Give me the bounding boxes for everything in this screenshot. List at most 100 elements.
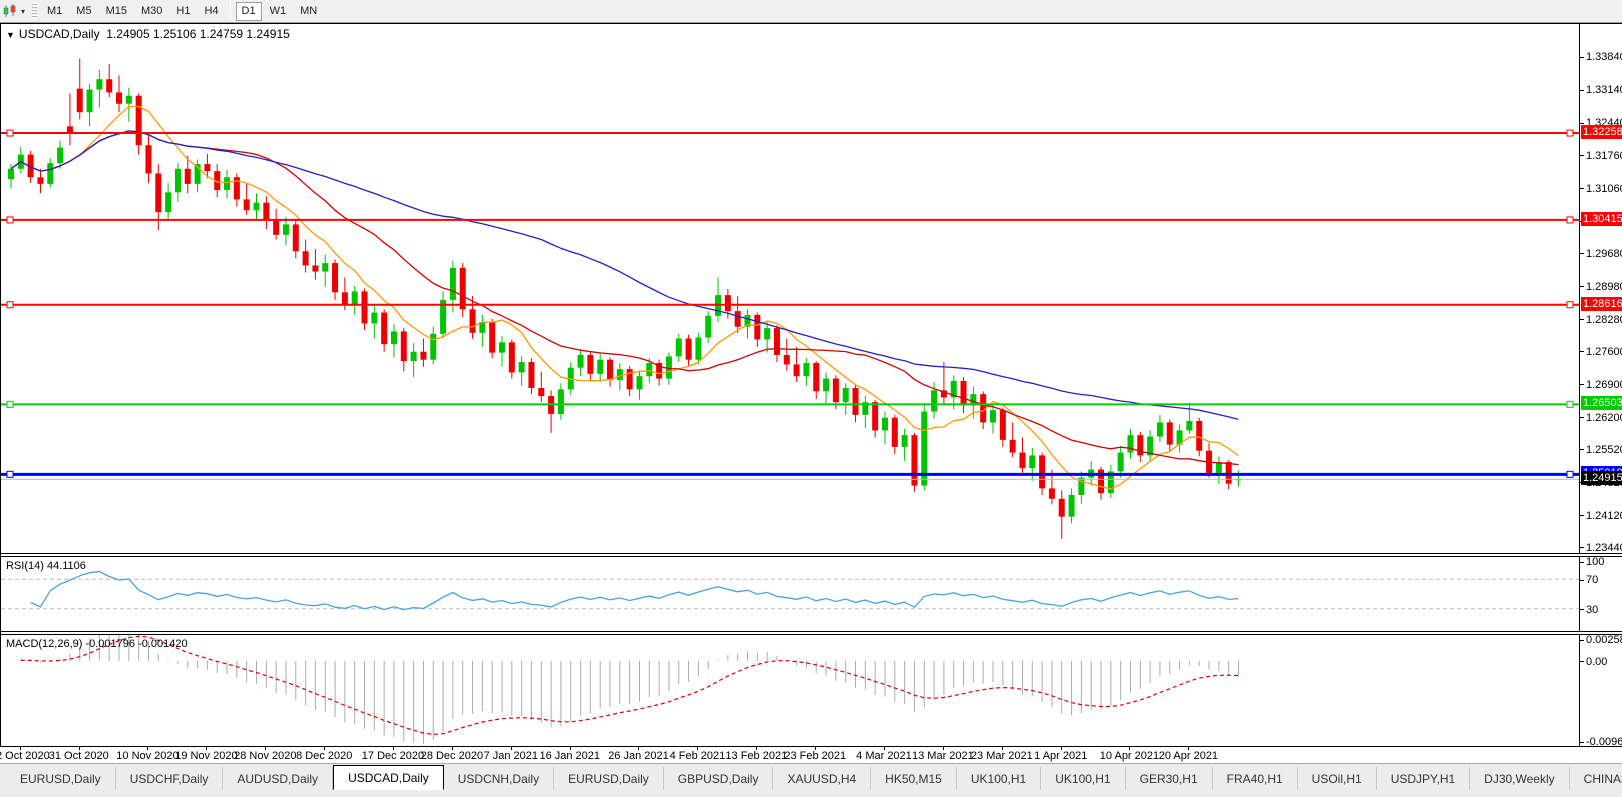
price-tag-1.28616: 1.28616 [1581, 296, 1622, 311]
price-tick-label: 1.27600 [1580, 346, 1622, 358]
date-tick-label: 13 Feb 2021 [725, 750, 788, 762]
date-tick-label: 19 Nov 2020 [175, 750, 238, 762]
date-tick-mark [638, 747, 640, 750]
rsi-tick-label: 30 [1580, 604, 1598, 616]
symbol-caret-icon[interactable]: ▼ [6, 30, 15, 40]
pane-separator[interactable] [1, 553, 1622, 557]
line-handle[interactable] [6, 470, 14, 478]
date-tick-mark [756, 747, 758, 750]
chart-title: ▼ USDCAD,Daily 1.24905 1.25106 1.24759 1.… [6, 27, 290, 41]
macd-pane[interactable] [1, 635, 1579, 747]
price-tick-label: 1.25520 [1580, 444, 1622, 456]
chart-tab-eurusd-daily[interactable]: EURUSD,Daily [6, 767, 116, 790]
pane-separator[interactable] [1, 631, 1622, 635]
chart-tab-china300-h1[interactable]: CHINA300,H1 [1570, 767, 1622, 790]
line-handle[interactable] [1566, 470, 1574, 478]
date-tick-mark [1001, 747, 1003, 750]
timeframe-button-m1[interactable]: M1 [47, 5, 63, 17]
date-tick-label: 7 Jan 2021 [483, 750, 539, 762]
date-tick-mark [1188, 747, 1190, 750]
line-handle[interactable] [6, 301, 14, 309]
macd-tick-label: 0.00258 [1580, 634, 1622, 646]
line-handle[interactable] [1566, 301, 1574, 309]
plot-canvas [1, 570, 1579, 611]
date-tick-label: 10 Apr 2021 [1099, 750, 1160, 762]
date-tick-mark [19, 747, 21, 750]
macd-tick-label: -0.009687 [1580, 736, 1622, 748]
chart-tab-hk50-m15[interactable]: HK50,M15 [871, 767, 957, 790]
chart-tab-fra40-h1[interactable]: FRA40,H1 [1213, 767, 1298, 790]
plot-canvas [1, 58, 1579, 539]
toolbar-grip-handle[interactable] [32, 3, 38, 19]
chart-tab-uk100-h1[interactable]: UK100,H1 [957, 767, 1042, 790]
date-tick-label: 10 Nov 2020 [116, 750, 179, 762]
timeframe-button-w1[interactable]: W1 [269, 5, 287, 17]
chart-tab-gbpusd-daily[interactable]: GBPUSD,Daily [664, 767, 774, 790]
chart-tab-usdcad-daily[interactable]: USDCAD,Daily [333, 765, 444, 790]
timeframe-button-h4[interactable]: H4 [204, 5, 219, 17]
date-tick-mark [265, 747, 267, 750]
date-tick-mark [147, 747, 149, 750]
chart-tab-audusd-daily[interactable]: AUDUSD,Daily [223, 767, 334, 790]
timeframe-button-h1[interactable]: H1 [176, 5, 191, 17]
chart-tab-dj30-weekly[interactable]: DJ30,Weekly [1470, 767, 1570, 790]
price-tick-label: 1.23440 [1580, 542, 1622, 554]
timeframe-button-mn[interactable]: MN [300, 5, 318, 17]
timeframe-button-m30[interactable]: M30 [140, 5, 163, 17]
date-tick-label: 23 Feb 2021 [784, 750, 847, 762]
price-tick-label: 1.26900 [1580, 379, 1622, 391]
date-tick-mark [569, 747, 571, 750]
timeframe-button-m15[interactable]: M15 [105, 5, 127, 17]
line-handle[interactable] [6, 129, 14, 137]
date-tick-mark [324, 747, 326, 750]
chart-tab-xauusd-h4[interactable]: XAUUSD,H4 [773, 767, 872, 790]
line-handle[interactable] [1566, 400, 1574, 408]
chart-type-button[interactable]: ▾ [0, 3, 28, 19]
chart-tab-uk100-h1[interactable]: UK100,H1 [1041, 767, 1126, 790]
date-tick-label: 22 Oct 2020 [0, 750, 50, 762]
line-handle[interactable] [1566, 216, 1574, 224]
date-tick-mark [451, 747, 453, 750]
main-price-pane[interactable] [1, 25, 1579, 553]
date-tick-mark [1129, 747, 1131, 750]
rsi-pane[interactable] [1, 557, 1579, 631]
date-tick-label: 23 Mar 2021 [970, 750, 1033, 762]
price-tick-label: 1.33140 [1580, 84, 1622, 96]
chart-tab-usdchf-daily[interactable]: USDCHF,Daily [116, 767, 224, 790]
chart-tab-usdcnh-daily[interactable]: USDCNH,Daily [444, 767, 555, 790]
chart-tab-usoil-h1[interactable]: USOil,H1 [1298, 767, 1377, 790]
chart-ohlc-values: 1.24905 1.25106 1.24759 1.24915 [106, 27, 290, 41]
date-tick-label: 26 Jan 2021 [608, 750, 669, 762]
timeframe-button-m5[interactable]: M5 [76, 5, 92, 17]
date-tick-mark [392, 747, 394, 750]
chart-tab-eurusd-daily[interactable]: EURUSD,Daily [554, 767, 664, 790]
macd-axis[interactable]: 0.00258 0.00 -0.009687 [1579, 634, 1622, 748]
price-axis[interactable]: 1.338401.331401.324401.317601.310601.303… [1579, 24, 1622, 554]
date-tick-mark [206, 747, 208, 750]
rsi-axis[interactable]: 100 70 30 [1579, 556, 1622, 631]
price-tick-label: 1.29680 [1580, 248, 1622, 260]
price-tag-1.30415: 1.30415 [1581, 211, 1622, 226]
line-handle[interactable] [1566, 129, 1574, 137]
line-handle[interactable] [6, 216, 14, 224]
price-tick-label: 1.31060 [1580, 183, 1622, 195]
timeframe-group-minutes: M1 M5 M15 M30 H1 H4 [40, 2, 226, 21]
toolbar-separator [229, 2, 231, 20]
chart-tab-bar: EURUSD,Daily USDCHF,Daily AUDUSD,Daily USDC… [0, 763, 1622, 790]
chart-tab-ger30-h1[interactable]: GER30,H1 [1126, 767, 1213, 790]
date-tick-mark [815, 747, 817, 750]
chevron-down-icon: ▾ [21, 6, 26, 16]
chart-tab-usdjpy-h1[interactable]: USDJPY,H1 [1377, 767, 1471, 790]
rsi-tick-label: 70 [1580, 574, 1598, 586]
date-tick-label: 20 Apr 2021 [1158, 750, 1219, 762]
candlestick-chart-icon [3, 4, 16, 17]
line-handle[interactable] [6, 400, 14, 408]
timeframe-toolbar: ▾ M1 M5 M15 M30 H1 H4 D1 W1 MN [0, 0, 1622, 23]
date-tick-label: 16 Jan 2021 [539, 750, 601, 762]
date-tick-mark [1060, 747, 1062, 750]
price-tick-label: 1.28980 [1580, 281, 1622, 293]
timeframe-button-d1[interactable]: D1 [235, 1, 262, 21]
date-tick-label: 28 Dec 2020 [420, 750, 484, 762]
